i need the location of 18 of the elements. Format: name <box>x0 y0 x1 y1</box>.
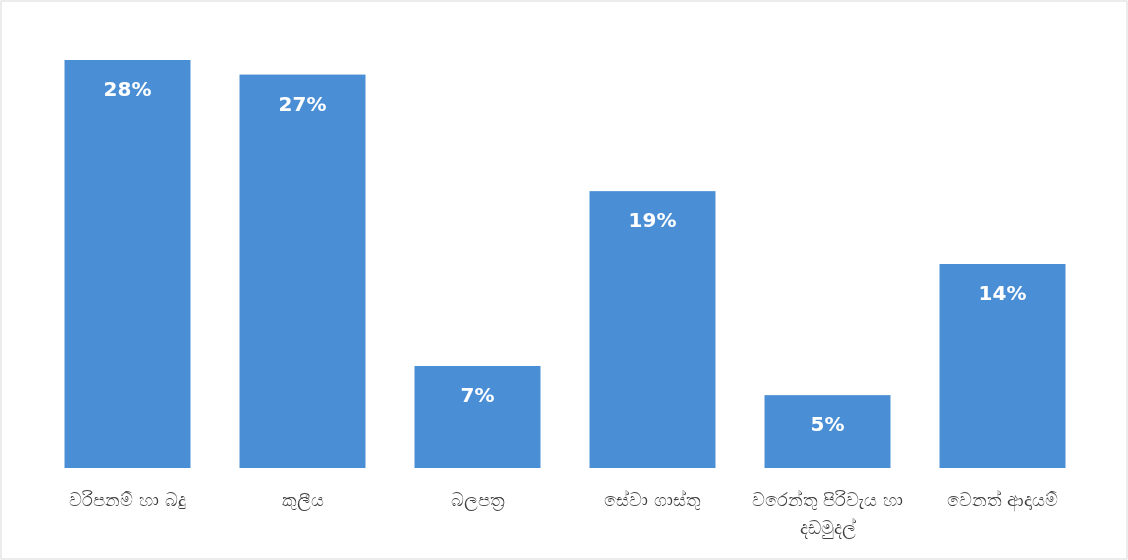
data-label: 14% <box>978 281 1027 305</box>
bar <box>764 395 891 468</box>
bar <box>414 366 541 468</box>
data-label: 27% <box>278 91 327 116</box>
bar <box>64 60 191 468</box>
bar <box>589 191 716 468</box>
bar <box>239 74 366 468</box>
x-tick-label: කුලීය <box>281 489 324 511</box>
x-tick-label: වරෙන්තු පිරිවැය හා දඩමුදල් <box>751 489 904 539</box>
bar <box>939 264 1066 468</box>
data-label: 5% <box>810 412 845 437</box>
x-tick-label: බලපත්‍ර <box>450 489 505 511</box>
x-tick-label: සේවා ගාස්තු <box>604 489 701 510</box>
data-label: 28% <box>103 77 152 101</box>
x-tick-label: වරිපනම් හා බදු <box>69 489 186 510</box>
data-label: 19% <box>628 208 677 233</box>
data-label: 7% <box>460 383 495 407</box>
x-tick-label: වෙනත් ආදායම් <box>946 489 1059 512</box>
